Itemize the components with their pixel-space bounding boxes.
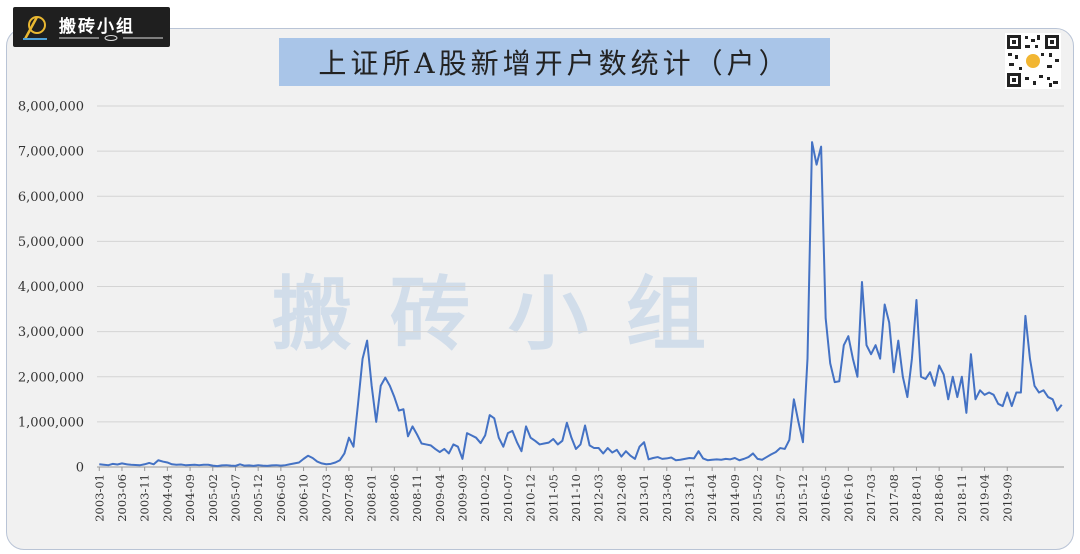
x-tick-label: 2004-04 xyxy=(160,474,174,522)
x-tick-label: 2017-08 xyxy=(887,474,901,522)
x-tick-label: 2016-10 xyxy=(841,474,855,522)
y-tick-label: 1,000,000 xyxy=(18,415,84,430)
y-tick-label: 0 xyxy=(76,461,84,476)
x-tick-label: 2003-06 xyxy=(115,474,129,522)
chart-title-box: 上证所A股新增开户数统计（户） xyxy=(279,38,830,86)
x-tick-label: 2006-05 xyxy=(274,474,288,522)
x-tick-label: 2009-09 xyxy=(455,474,469,522)
x-tick-label: 2016-05 xyxy=(819,474,833,522)
x-tick-label: 2008-06 xyxy=(387,474,401,522)
x-tick-label: 2007-08 xyxy=(342,474,356,522)
x-tick-label: 2018-11 xyxy=(955,474,969,522)
watermark-text: 搬砖小组 xyxy=(272,268,744,361)
y-tick-label: 5,000,000 xyxy=(18,235,84,250)
x-tick-label: 2009-04 xyxy=(433,474,447,522)
brand-logo: 搬砖小组 xyxy=(13,7,170,47)
x-tick-label: 2013-11 xyxy=(682,474,696,522)
x-tick-label: 2010-12 xyxy=(524,474,538,522)
x-tick-label: 2018-06 xyxy=(932,474,946,522)
x-tick-label: 2017-03 xyxy=(864,474,878,522)
x-tick-label: 2013-01 xyxy=(637,474,651,522)
x-tick-label: 2005-02 xyxy=(206,474,220,522)
x-tick-label: 2015-12 xyxy=(796,474,810,522)
y-tick-label: 8,000,000 xyxy=(18,100,84,115)
x-tick-label: 2015-07 xyxy=(773,474,787,522)
x-tick-label: 2019-09 xyxy=(1000,474,1014,522)
y-tick-label: 4,000,000 xyxy=(18,280,84,295)
chart-title: 上证所A股新增开户数统计（户） xyxy=(318,47,791,80)
x-tick-label: 2007-03 xyxy=(319,474,333,522)
x-tick-label: 2006-10 xyxy=(297,474,311,522)
x-tick-label: 2015-02 xyxy=(751,474,765,522)
y-tick-label: 3,000,000 xyxy=(18,325,84,340)
y-tick-label: 2,000,000 xyxy=(18,370,84,385)
qr-code-icon xyxy=(1005,33,1061,89)
x-tick-label: 2010-07 xyxy=(501,474,515,522)
x-tick-label: 2008-01 xyxy=(365,474,379,522)
brand-mark-icon xyxy=(23,16,47,40)
y-tick-label: 7,000,000 xyxy=(18,145,84,160)
x-tick-label: 2004-09 xyxy=(183,474,197,522)
x-tick-label: 2003-01 xyxy=(92,474,106,522)
brand-divider-icon xyxy=(59,35,163,41)
series-line xyxy=(99,141,1063,468)
x-tick-label: 2019-04 xyxy=(978,474,992,522)
x-tick-label: 2008-11 xyxy=(410,474,424,522)
x-tick-label: 2013-06 xyxy=(660,474,674,522)
chart-frame xyxy=(6,28,1074,550)
x-tick-label: 2011-10 xyxy=(569,474,583,522)
x-tick-label: 2005-12 xyxy=(251,474,265,522)
x-tick-label: 2018-01 xyxy=(909,474,923,522)
brand-logo-text: 搬砖小组 xyxy=(59,17,135,37)
x-tick-label: 2005-07 xyxy=(228,474,242,522)
x-tick-label: 2012-03 xyxy=(592,474,606,522)
x-tick-label: 2010-02 xyxy=(478,474,492,522)
x-tick-label: 2014-04 xyxy=(705,474,719,522)
x-tick-label: 2012-08 xyxy=(614,474,628,522)
x-tick-label: 2014-09 xyxy=(728,474,742,522)
x-tick-label: 2011-05 xyxy=(546,474,560,522)
y-tick-label: 6,000,000 xyxy=(18,190,84,205)
x-tick-label: 2003-11 xyxy=(138,474,152,522)
